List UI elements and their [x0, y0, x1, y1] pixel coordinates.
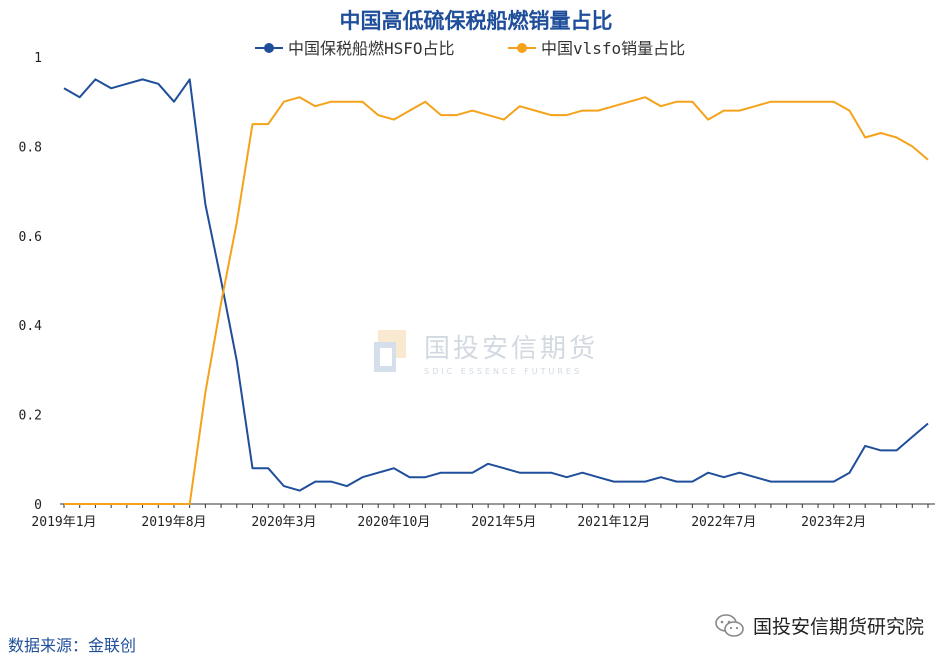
x-tick-label: 2021年12月 — [577, 515, 650, 530]
brand-footer: 国投安信期货研究院 — [715, 612, 924, 639]
x-axis: 2019年1月 2019年8月 2020年3月 2020年10月 2021年5月 2021… — [31, 504, 929, 530]
legend-label-vlsfo: 中国vlsfo销量占比 — [541, 39, 685, 58]
x-tick-label: 2019年1月 — [31, 515, 96, 530]
wechat-icon — [715, 613, 744, 637]
legend-marker-dot-hsfo — [264, 43, 274, 53]
brand-name: 国投安信期货研究院 — [752, 616, 924, 638]
y-axis: 0 0.2 0.4 0.6 0.8 1 — [19, 51, 43, 513]
y-tick-label: 0.2 — [19, 409, 42, 424]
chart-title: 中国高低硫保税船燃销量占比 — [340, 9, 613, 33]
legend: 中国保税船燃HSFO占比 中国vlsfo销量占比 — [255, 39, 685, 58]
y-tick-label: 1 — [34, 51, 42, 66]
x-tick-label: 2019年8月 — [141, 515, 206, 530]
x-tick-label: 2023年2月 — [801, 515, 866, 530]
y-tick-label: 0 — [34, 498, 42, 513]
data-source: 数据来源：金联创 — [8, 636, 137, 655]
legend-marker-dot-vlsfo — [517, 43, 527, 53]
watermark-subtext: SDIC ESSENCE FUTURES — [424, 367, 583, 376]
series-layer — [63, 78, 929, 505]
x-tick-label: 2021年5月 — [471, 515, 536, 530]
y-tick-label: 0.4 — [19, 319, 43, 334]
x-tick-label: 2020年3月 — [251, 515, 316, 530]
y-tick-label: 0.6 — [19, 230, 42, 245]
watermark: 国投安信期货 SDIC ESSENCE FUTURES — [372, 328, 598, 376]
watermark-logo-icon — [372, 328, 410, 376]
series-line-hsfo — [63, 78, 929, 492]
series-line-vlsfo — [64, 96, 929, 505]
legend-label-hsfo: 中国保税船燃HSFO占比 — [288, 39, 455, 58]
x-tick-label: 2020年10月 — [357, 515, 430, 530]
watermark-text: 国投安信期货 — [424, 334, 599, 364]
x-tick-label: 2022年7月 — [691, 515, 756, 530]
y-tick-label: 0.8 — [19, 140, 42, 155]
